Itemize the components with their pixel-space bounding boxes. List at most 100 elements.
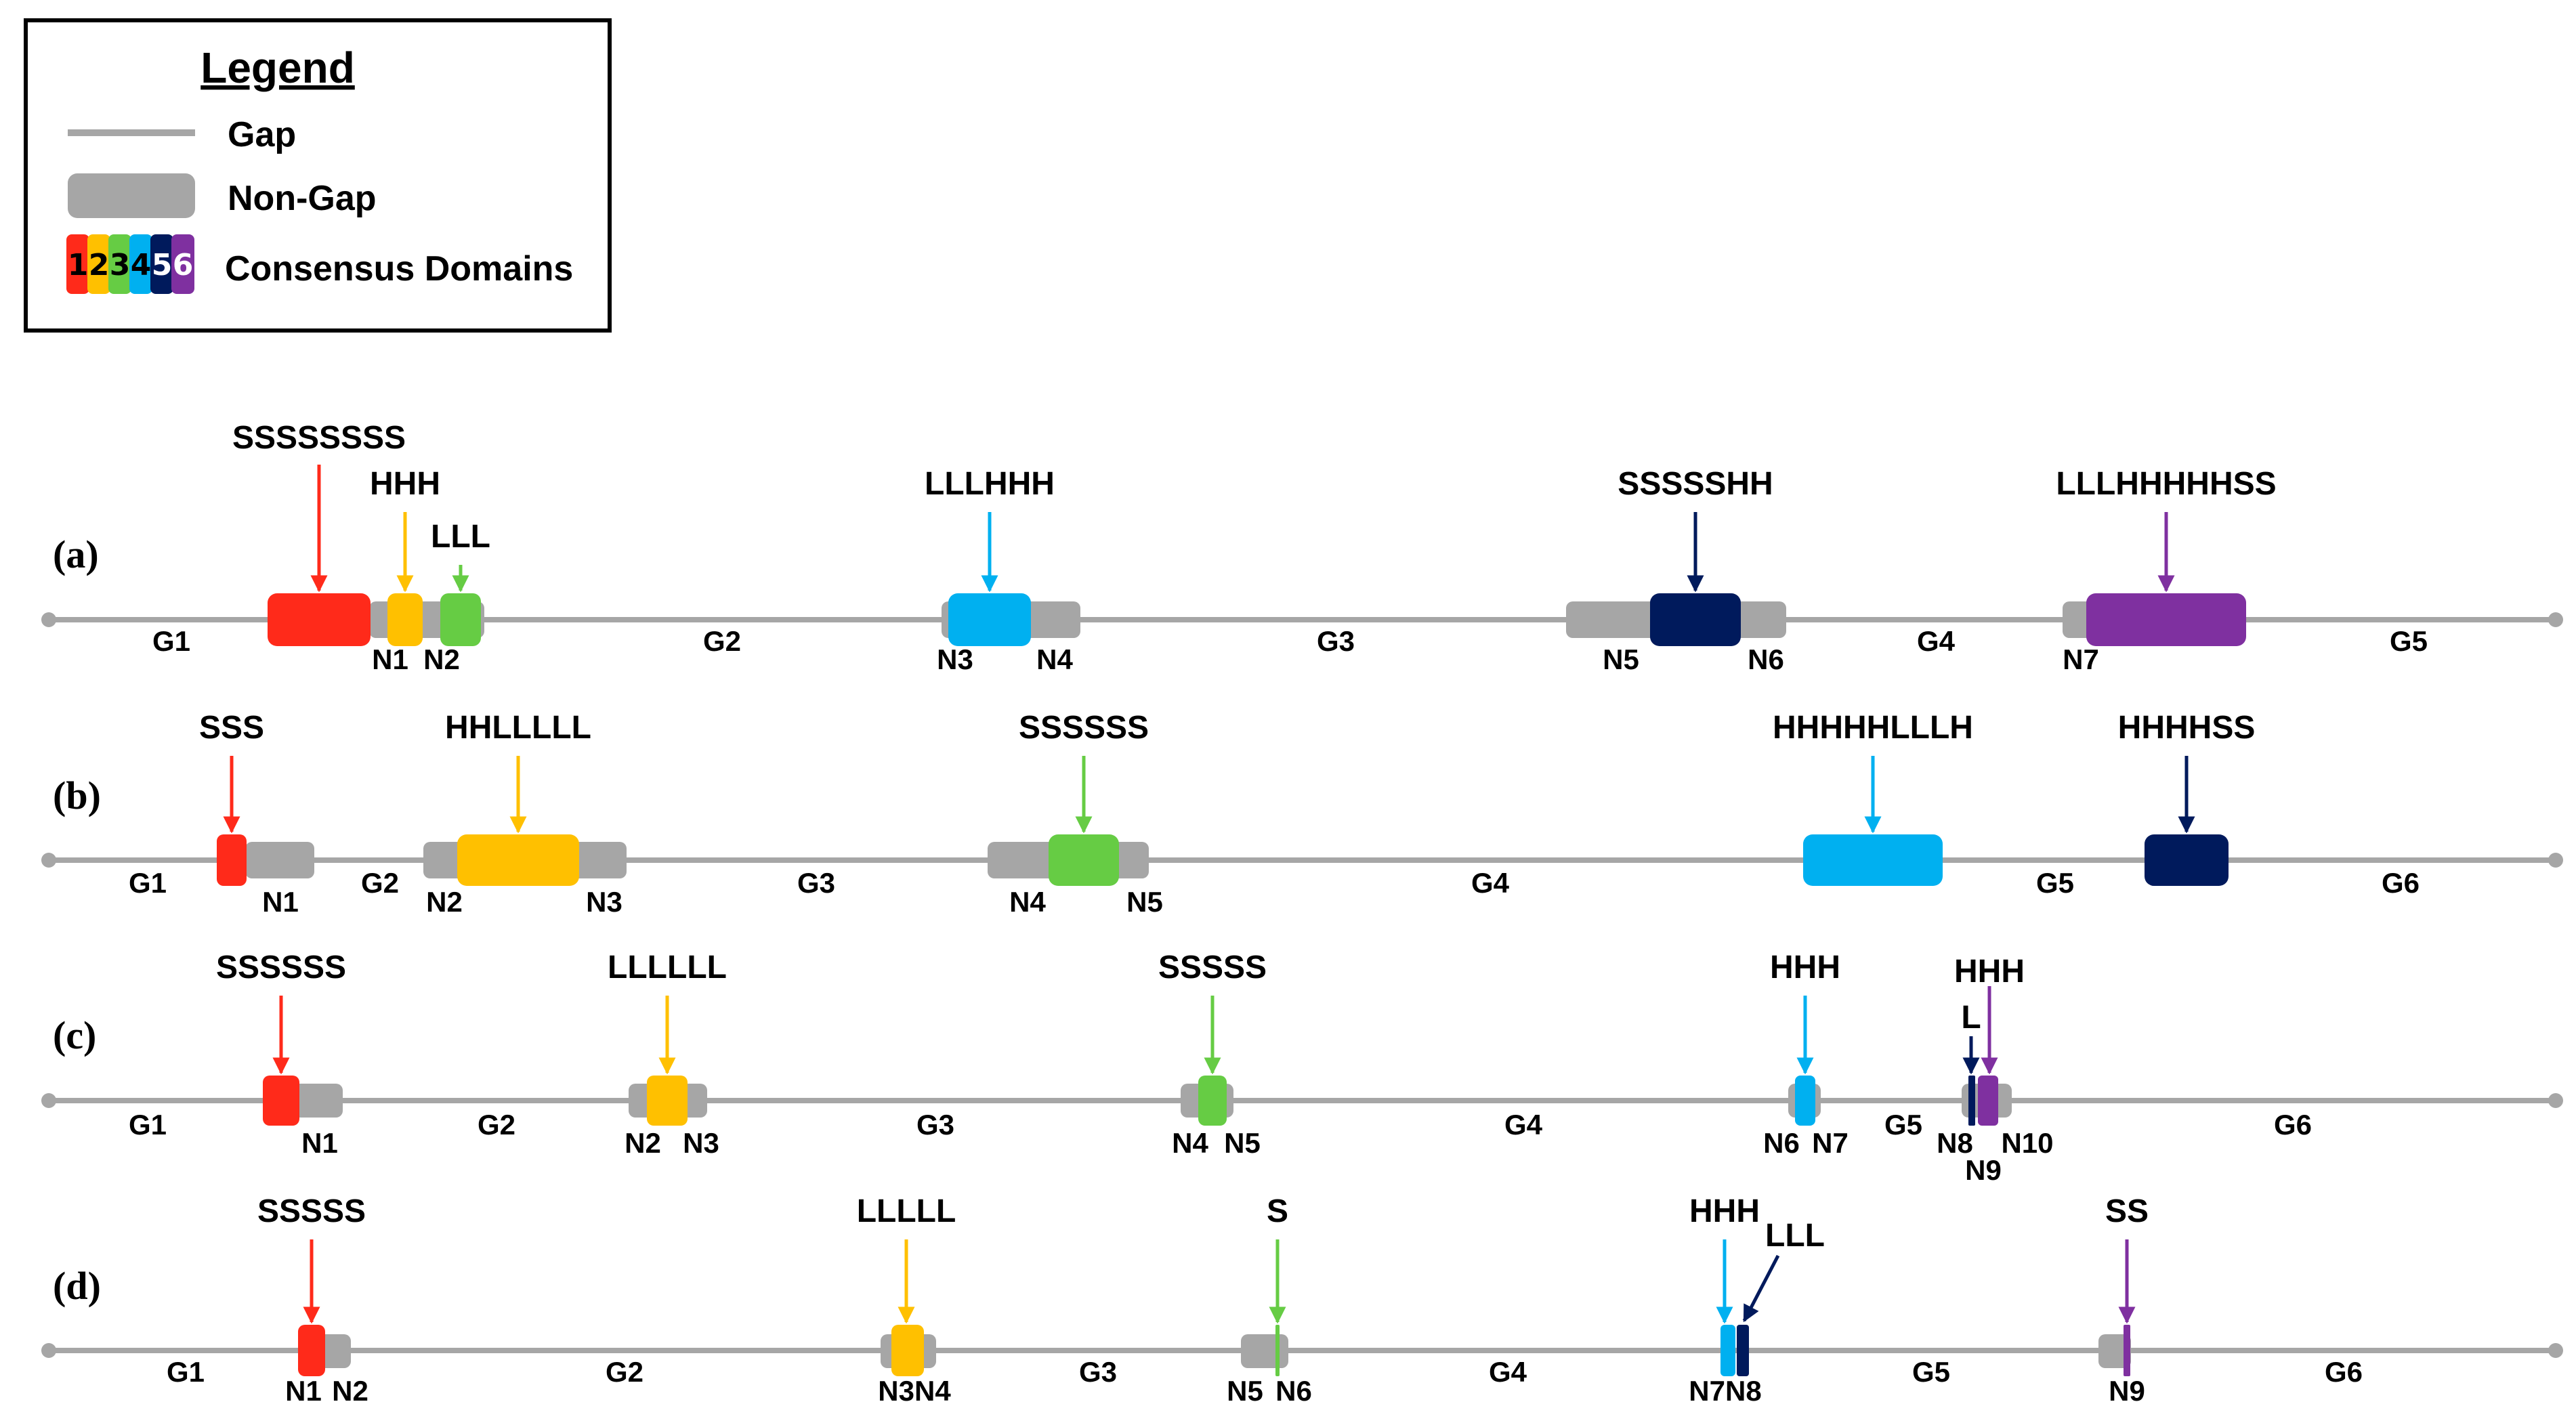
domain-5-block [1650, 593, 1741, 646]
row-label: (d) [53, 1264, 101, 1308]
legend-digit-1: 1 [68, 248, 89, 282]
row-label: (a) [53, 532, 99, 576]
domain-1-block [217, 834, 247, 886]
nongap-label: N9 [2109, 1375, 2145, 1407]
domain-3-block [1049, 834, 1119, 886]
legend-swatch-1 [66, 234, 89, 294]
gap-label: G2 [361, 867, 399, 899]
line-end-dot [41, 1343, 56, 1358]
gap-label: G1 [129, 867, 167, 899]
gap-label: G4 [1471, 867, 1510, 899]
gap-label: G3 [1079, 1356, 1117, 1388]
motif-label: HHHHSS [2118, 710, 2256, 746]
motif-label: SSSSSS [216, 950, 346, 985]
line-end-dot [2548, 1343, 2563, 1358]
motif-label: SSSSS [1158, 950, 1267, 985]
domain-2-block [647, 1076, 688, 1126]
domain-1-block [268, 593, 371, 646]
gap-label: G5 [1884, 1109, 1922, 1141]
nongap-label: N4 [1036, 643, 1073, 675]
domain-2-block [387, 593, 423, 646]
legend-digit-6: 6 [173, 248, 194, 282]
nongap-label: N3 [586, 886, 622, 918]
motif-label: HHH [370, 466, 440, 502]
domain-3-block [1275, 1325, 1280, 1376]
nongap-label: N5 [1126, 886, 1163, 918]
nongap-label: N7 [2063, 643, 2099, 675]
gap-label: G5 [2390, 625, 2428, 657]
motif-arrow [1742, 1254, 1780, 1323]
nongap-block [291, 1084, 343, 1118]
nongap-label: N5 [1224, 1127, 1261, 1159]
nongap-label: N2 [423, 643, 460, 675]
gap-label: G4 [1504, 1109, 1543, 1141]
motif-label: S [1267, 1193, 1288, 1229]
motif-label: SSS [199, 710, 264, 746]
gap-label: G6 [2382, 867, 2420, 899]
domain-3-block [440, 593, 481, 646]
row-d: (d) SSSSS LLLLL S HHH LLL SS G1 G2 G3 G4… [41, 1193, 2563, 1407]
line-end-dot [2548, 1093, 2563, 1108]
gap-label: G6 [2274, 1109, 2312, 1141]
legend-swatch-2 [87, 234, 110, 294]
nongap-label: N5 [1227, 1375, 1263, 1407]
nongap-block [245, 842, 314, 878]
domain-6-block [2124, 1325, 2130, 1376]
legend-nongap-swatch [68, 173, 195, 218]
motif-label: LLL [1765, 1218, 1825, 1254]
nongap-label: N3 [683, 1127, 719, 1159]
gap-label: G4 [1917, 625, 1956, 657]
legend-gap-label: Gap [228, 115, 296, 154]
legend: Legend Gap Non-Gap 1 2 3 4 5 6 Consensus… [24, 18, 612, 333]
legend-swatch-5 [150, 234, 173, 294]
nongap-label: N8 [1937, 1127, 1973, 1159]
nongap-label: N4 [1172, 1127, 1208, 1159]
gap-label: G2 [703, 625, 741, 657]
domain-1-block [263, 1076, 299, 1126]
gap-label: G4 [1489, 1356, 1527, 1388]
motif-label: SS [2105, 1193, 2149, 1229]
legend-nongap-label: Non-Gap [228, 179, 377, 218]
line-end-dot [41, 853, 56, 868]
motif-label: HHH [1770, 950, 1840, 985]
legend-domains-label: Consensus Domains [225, 249, 573, 289]
gap-label: G2 [478, 1109, 515, 1141]
nongap-label: N4 [1009, 886, 1046, 918]
row-label: (b) [53, 773, 101, 817]
domain-6-block [2086, 593, 2246, 646]
motif-label: LLLHHH [925, 466, 1055, 502]
domain-3-block [1198, 1076, 1227, 1126]
nongap-label: N7N8 [1689, 1375, 1761, 1407]
nongap-label: N3 [937, 643, 973, 675]
motif-label: LLL [431, 519, 490, 555]
nongap-label: N1 [285, 1375, 322, 1407]
nongap-label: N1 [372, 643, 408, 675]
nongap-label: N6 [1763, 1127, 1800, 1159]
gap-label: G6 [2325, 1356, 2363, 1388]
nongap-label: N2 [625, 1127, 661, 1159]
gap-label: G3 [916, 1109, 954, 1141]
line-end-dot [41, 1093, 56, 1108]
domain-6-block [1978, 1076, 1998, 1126]
nongap-label: N6 [1275, 1375, 1312, 1407]
row-b: (b) SSS HHLLLLL SSSSSS HHHHHLLLH HHHHSS … [41, 710, 2563, 918]
nongap-block [2098, 1334, 2131, 1368]
domain-5-block [2145, 834, 2229, 886]
legend-digit-4: 4 [131, 248, 152, 282]
motif-label: HHH [1954, 954, 2025, 990]
legend-swatch-6 [171, 234, 194, 294]
gap-label: G1 [152, 625, 190, 657]
motif-label: HHHHHLLLH [1773, 710, 1973, 746]
domain-1-block [298, 1325, 325, 1376]
row-c: (c) SSSSSS LLLLLL SSSSS HHH L HHH G1 G2 … [41, 950, 2563, 1186]
motif-label: HHH [1689, 1193, 1760, 1229]
legend-title: Legend [200, 43, 355, 92]
nongap-block [1241, 1334, 1288, 1368]
nongap-label: N1 [262, 886, 299, 918]
gap-label: G5 [2036, 867, 2074, 899]
line-end-dot [2548, 853, 2563, 868]
motif-label: LLLLL [857, 1193, 956, 1229]
line-end-dot [41, 612, 56, 627]
nongap-label: N10 [2001, 1127, 2053, 1159]
domain-2-block [891, 1325, 924, 1376]
